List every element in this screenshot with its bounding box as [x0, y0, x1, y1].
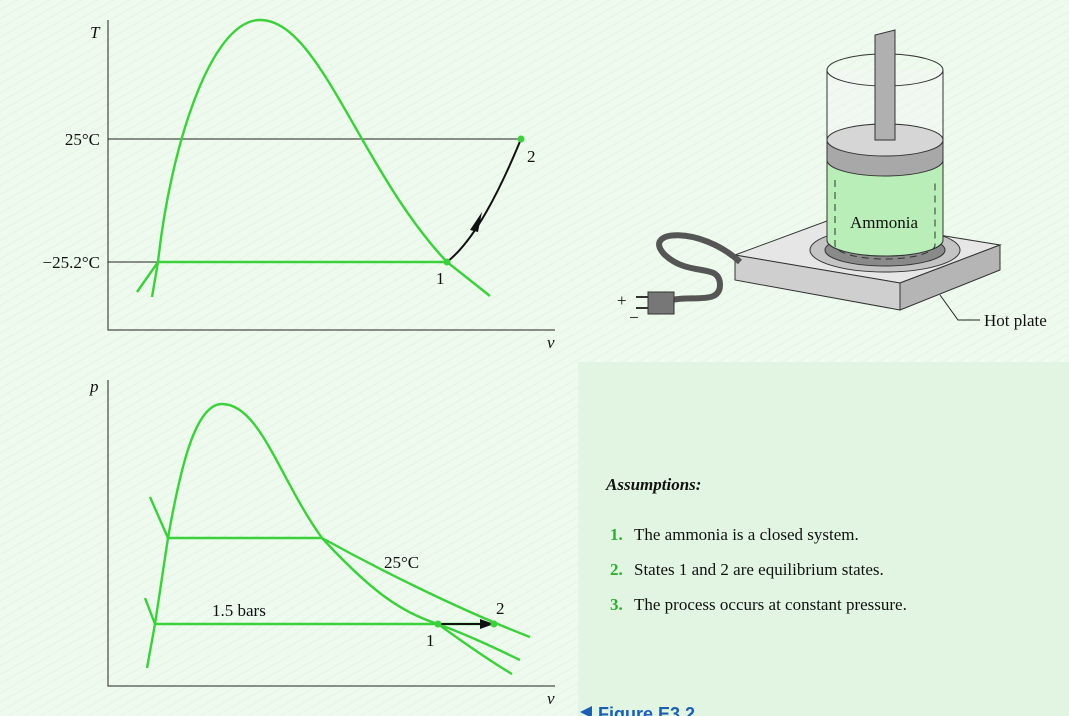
state-label: 2 [527, 147, 536, 166]
item-text: States 1 and 2 are equilibrium states. [634, 560, 884, 579]
axes [107, 380, 555, 687]
state-label: 1 [426, 631, 435, 650]
isotherm-label: 25°C [65, 130, 100, 149]
saturation-dome [150, 18, 491, 298]
tv-diagram: T v 25°C −25.2°C 1 2 [43, 18, 555, 352]
state-point [434, 620, 442, 628]
arrow [480, 619, 494, 629]
caption-marker [580, 706, 592, 716]
isotherm-line [437, 623, 513, 676]
item-number: 3. [610, 595, 623, 614]
figure-caption: Figure E3.2 [598, 704, 695, 716]
fluid-label: Ammonia [850, 213, 918, 232]
state-point [490, 620, 498, 628]
isotherm-line [136, 260, 447, 293]
process-curve [446, 138, 522, 263]
piston-rod [874, 29, 896, 141]
pv-diagram: p v 25°C 1.5 bars 1 2 [89, 377, 555, 708]
item-text: The ammonia is a closed system. [634, 525, 859, 544]
isotherm-label: −25.2°C [43, 253, 100, 272]
state-point [443, 258, 451, 266]
assumptions-panel [578, 362, 1069, 716]
axis-label: T [90, 23, 101, 42]
isotherm-line [148, 496, 531, 639]
state-point [517, 135, 525, 143]
assumptions-heading: Assumptions: [605, 475, 701, 494]
isobar-line [143, 597, 494, 626]
item-number: 1. [610, 525, 623, 544]
cord [656, 232, 743, 303]
axis-label: v [547, 689, 555, 708]
saturation-dome [145, 402, 521, 669]
assumptions: Assumptions: 1. The ammonia is a closed … [605, 475, 907, 614]
hot-plate-label: Hot plate [984, 311, 1047, 330]
apparatus: Ammonia + − Hot plate [617, 29, 1047, 330]
plug-label: + [617, 291, 627, 310]
plug-label: − [629, 308, 639, 327]
item-text: The process occurs at constant pressure. [634, 595, 907, 614]
leader-line [939, 294, 980, 321]
isobar-label: 1.5 bars [212, 601, 266, 620]
arrow [470, 212, 482, 232]
plug [647, 291, 675, 315]
ammonia-volume [826, 160, 944, 257]
axis-label: p [89, 377, 99, 396]
axes [107, 20, 555, 331]
state-label: 2 [496, 599, 505, 618]
state-label: 1 [436, 269, 445, 288]
isotherm-label: 25°C [384, 553, 419, 572]
hot-plate-side [899, 244, 1001, 311]
axis-label: v [547, 333, 555, 352]
plug-prongs [636, 296, 648, 309]
item-number: 2. [610, 560, 623, 579]
